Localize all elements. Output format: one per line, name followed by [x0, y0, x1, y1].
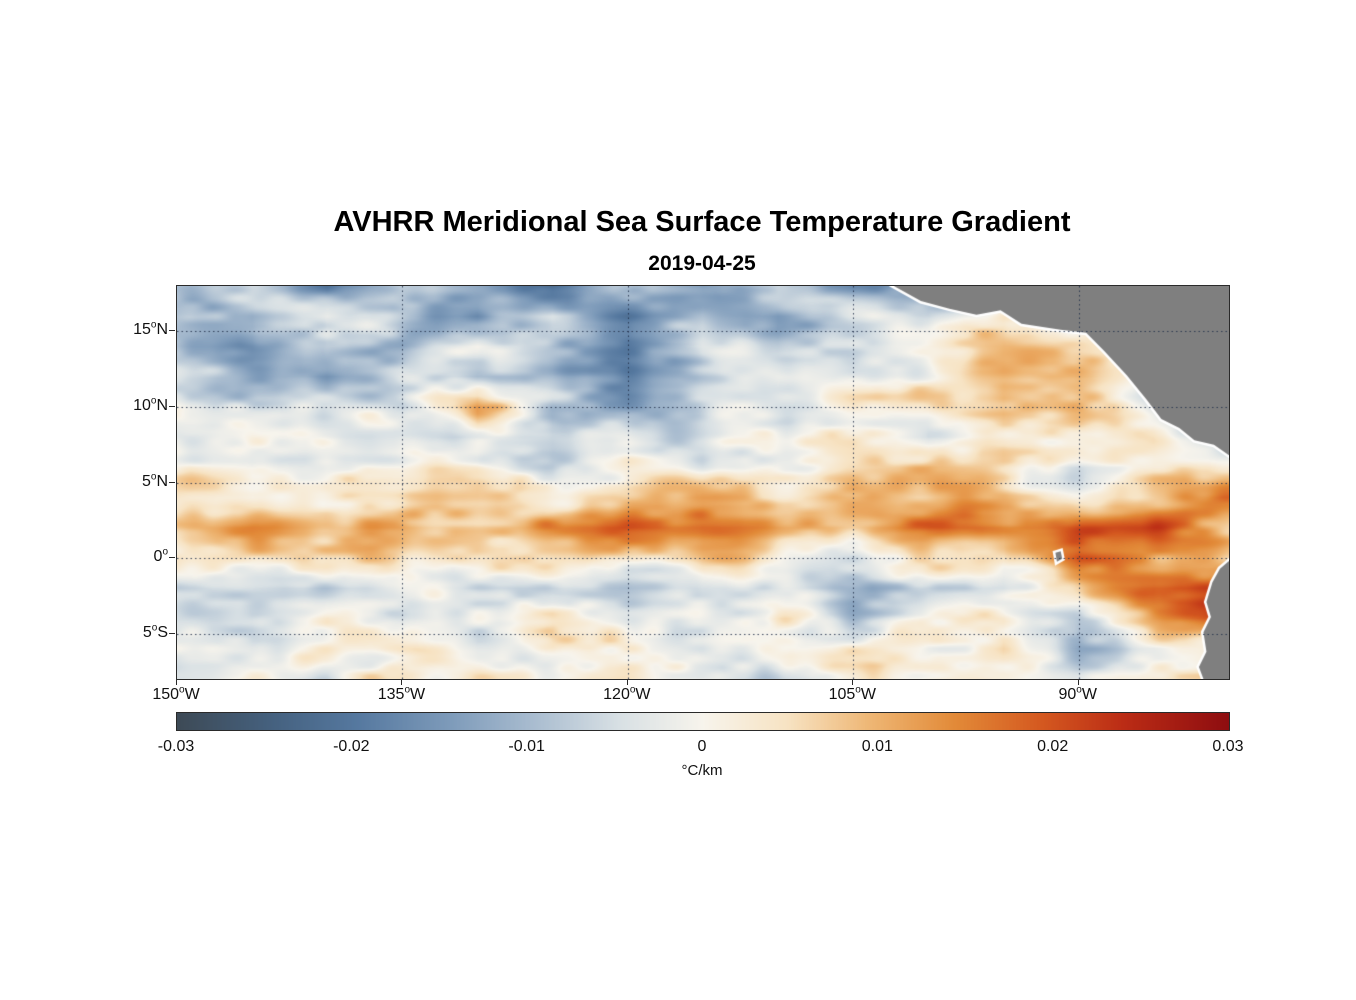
x-axis-tick: [852, 679, 853, 685]
colorbar-tick-label: 0.01: [861, 738, 893, 755]
x-axis-tick: [401, 679, 402, 685]
colorbar-tick-label: -0.01: [508, 738, 545, 755]
colorbar-gradient: [177, 713, 1229, 730]
colorbar-tick-label: -0.03: [157, 738, 195, 755]
x-tick-label: 90oW: [1058, 684, 1097, 703]
colorbar-unit-text: °C/km: [681, 762, 723, 779]
y-axis-tick: [169, 482, 175, 483]
x-tick-label: 120oW: [603, 684, 651, 703]
colorbar-tick-label: 0.02: [1037, 738, 1069, 755]
colorbar-tick-label: 0: [697, 738, 707, 755]
colorbar-tick-label: 0.03: [1212, 738, 1244, 755]
colorbar-unit-label: °C/km: [176, 762, 1228, 779]
colorbar: [176, 712, 1230, 731]
y-axis-tick: [169, 406, 175, 407]
x-tick-label: 150oW: [152, 684, 200, 703]
x-tick-label: 135oW: [377, 684, 426, 703]
y-axis-tick: [169, 557, 175, 558]
y-axis-tick: [169, 633, 175, 634]
y-tick-label: 10oN: [133, 395, 168, 414]
x-axis-tick: [627, 679, 628, 685]
x-axis-tick: [176, 679, 177, 685]
y-tick-label: 0o: [153, 546, 168, 566]
x-axis-tick: [1078, 679, 1079, 685]
heatmap-canvas: [177, 286, 1229, 679]
y-axis-tick: [169, 330, 175, 331]
colorbar-tick-label: -0.02: [333, 738, 370, 755]
y-tick-label: 5oN: [141, 471, 168, 490]
chart-title: AVHRR Meridional Sea Surface Temperature…: [333, 206, 1071, 238]
y-tick-label: 5oS: [142, 622, 168, 641]
y-tick-label: 15oN: [133, 320, 168, 339]
x-tick-label: 105oW: [828, 684, 876, 703]
chart-subtitle: 2019-04-25: [648, 252, 756, 275]
map-plot: [176, 285, 1230, 680]
